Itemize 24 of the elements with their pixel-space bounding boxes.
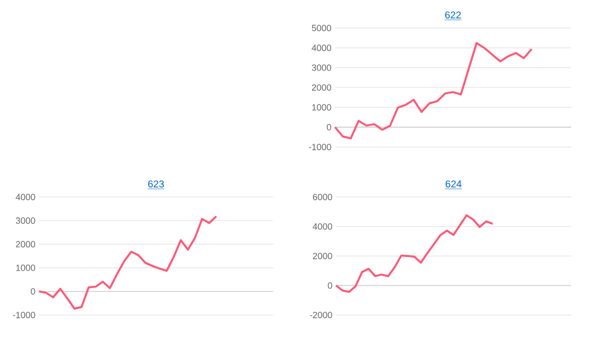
y-tick-label: 2000: [312, 84, 332, 91]
chart-title: 623: [148, 180, 164, 188]
line-series: [334, 42, 533, 140]
y-tick-label: 1000: [312, 104, 332, 111]
y-tick-label: 1000: [16, 264, 36, 271]
y-tick-label: 3000: [312, 64, 332, 71]
y-tick-label: -1000: [308, 144, 332, 150]
y-tick-label: 5000: [312, 24, 332, 32]
line-series: [335, 214, 494, 293]
chart-title: 624: [446, 180, 462, 188]
y-tick-label: -1000: [12, 312, 36, 318]
y-tick-label: 4000: [16, 194, 36, 200]
y-tick-label: 0: [326, 124, 332, 130]
y-tick-label: 2000: [16, 241, 36, 248]
y-tick-label: 2000: [312, 252, 332, 260]
y-tick-label: 3000: [16, 217, 36, 224]
y-tick-label: -2000: [310, 312, 332, 318]
y-tick-label: 4000: [312, 223, 332, 230]
y-tick-label: 4000: [312, 44, 332, 52]
line-series: [38, 215, 218, 310]
y-tick-label: 0: [30, 288, 36, 295]
y-tick-label: 6000: [312, 194, 332, 200]
chart-title: 622: [445, 11, 461, 18]
y-tick-label: 0: [328, 282, 332, 289]
